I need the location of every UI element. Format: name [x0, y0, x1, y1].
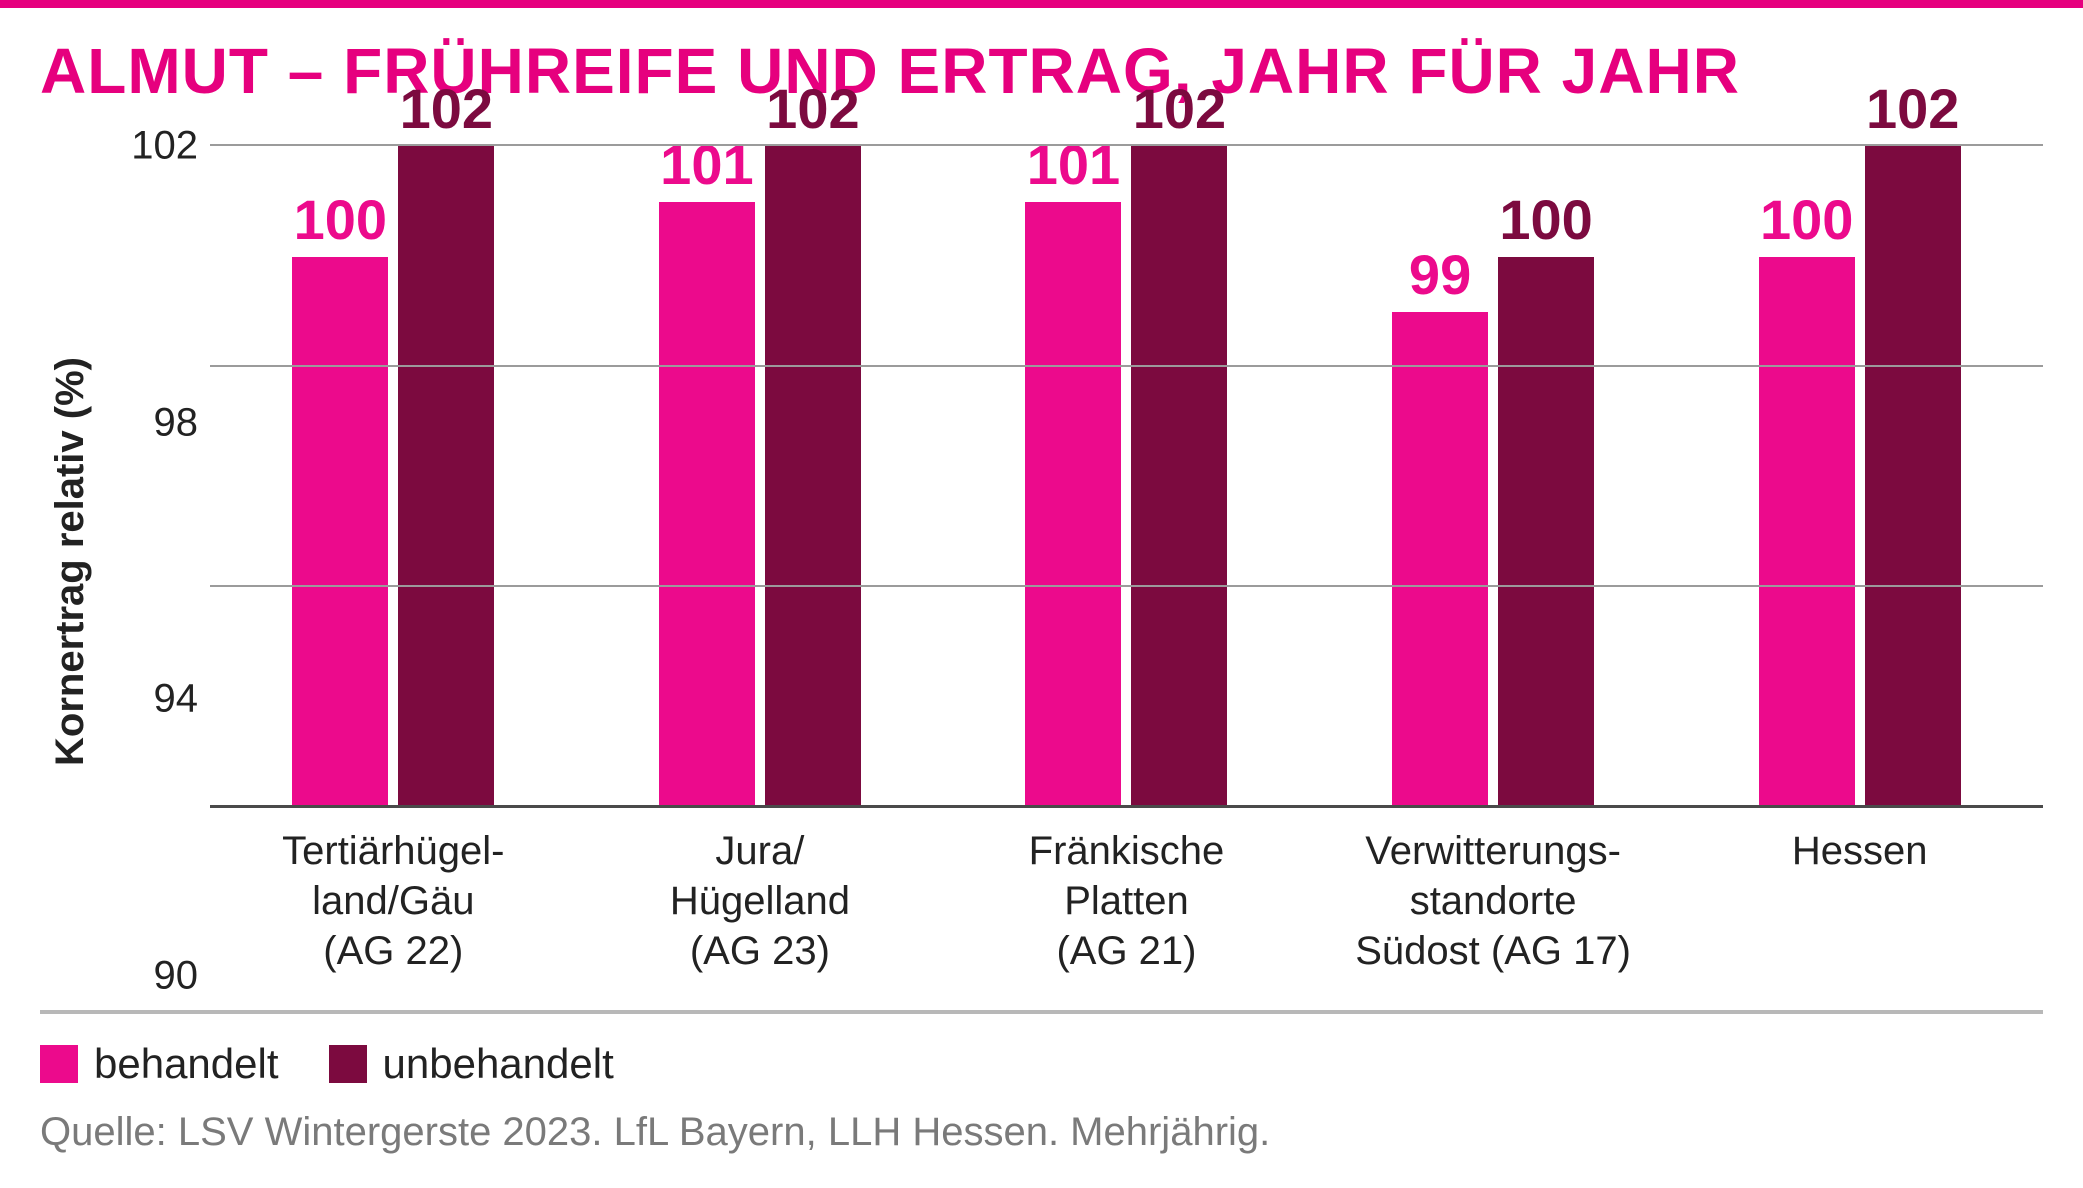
bar-value-label: 102: [766, 76, 859, 141]
bar-group: 99100: [1310, 146, 1677, 808]
bar-value-label: 100: [294, 187, 387, 252]
gridline: [210, 365, 2043, 367]
category-label: Verwitterungs-standorteSüdost (AG 17): [1310, 826, 1677, 976]
y-axis-ticks: 909498102: [100, 146, 210, 976]
bar-value-label: 102: [400, 76, 493, 141]
legend-label: behandelt: [94, 1040, 279, 1088]
bar-group: 101102: [577, 146, 944, 808]
chart-container: ALMUT – FRÜHREIFE UND ERTRAG, JAHR FÜR J…: [0, 0, 2083, 1188]
legend-label: unbehandelt: [383, 1040, 614, 1088]
category-label: Hessen: [1676, 826, 2043, 976]
bar-value-label: 99: [1409, 242, 1471, 307]
y-tick: 98: [154, 400, 199, 445]
legend-item-behandelt: behandelt: [40, 1040, 279, 1088]
bar-behandelt: 100: [1759, 257, 1855, 808]
x-axis-line: [210, 805, 2043, 808]
category-label: Jura/Hügelland(AG 23): [577, 826, 944, 976]
bar-value-label: 102: [1133, 76, 1226, 141]
bar-unbehandelt: 102: [1131, 146, 1227, 808]
y-tick: 90: [154, 954, 199, 999]
bar-behandelt: 101: [1025, 202, 1121, 808]
bar-value-label: 102: [1866, 76, 1959, 141]
divider: [40, 1010, 2043, 1014]
bar-value-label: 101: [660, 132, 753, 197]
gridline: [210, 144, 2043, 146]
bar-group: 100102: [210, 146, 577, 808]
bar-behandelt: 99: [1392, 312, 1488, 808]
y-axis-label: Kornertrag relativ (%): [48, 357, 93, 766]
bar-value-label: 101: [1027, 132, 1120, 197]
bar-behandelt: 101: [659, 202, 755, 808]
plot-column: 10010210110210110299100100102 Tertiärhüg…: [210, 146, 2043, 976]
y-tick: 102: [131, 124, 198, 169]
y-tick: 94: [154, 677, 199, 722]
bar-value-label: 100: [1760, 187, 1853, 252]
bar-unbehandelt: 102: [1865, 146, 1961, 808]
chart-row: Kornertrag relativ (%) 909498102 1001021…: [40, 146, 2043, 976]
gridline: [210, 585, 2043, 587]
category-label: FränkischePlatten(AG 21): [943, 826, 1310, 976]
bar-group: 100102: [1676, 146, 2043, 808]
source-text: Quelle: LSV Wintergerste 2023. LfL Bayer…: [40, 1106, 2043, 1158]
bar-value-label: 100: [1499, 187, 1592, 252]
legend-swatch: [40, 1045, 78, 1083]
x-axis-labels: Tertiärhügel-land/Gäu(AG 22)Jura/Hügella…: [210, 808, 2043, 976]
bar-unbehandelt: 100: [1498, 257, 1594, 808]
bar-groups: 10010210110210110299100100102: [210, 146, 2043, 808]
legend-swatch: [329, 1045, 367, 1083]
legend: behandelt unbehandelt: [40, 1040, 2043, 1088]
bar-unbehandelt: 102: [398, 146, 494, 808]
legend-item-unbehandelt: unbehandelt: [329, 1040, 614, 1088]
bar-group: 101102: [943, 146, 1310, 808]
bar-unbehandelt: 102: [765, 146, 861, 808]
category-label: Tertiärhügel-land/Gäu(AG 22): [210, 826, 577, 976]
bar-behandelt: 100: [292, 257, 388, 808]
chart-title: ALMUT – FRÜHREIFE UND ERTRAG, JAHR FÜR J…: [40, 36, 2043, 106]
top-rule: [0, 0, 2083, 8]
y-axis-label-col: Kornertrag relativ (%): [40, 146, 100, 976]
plot-area: 10010210110210110299100100102: [210, 146, 2043, 808]
